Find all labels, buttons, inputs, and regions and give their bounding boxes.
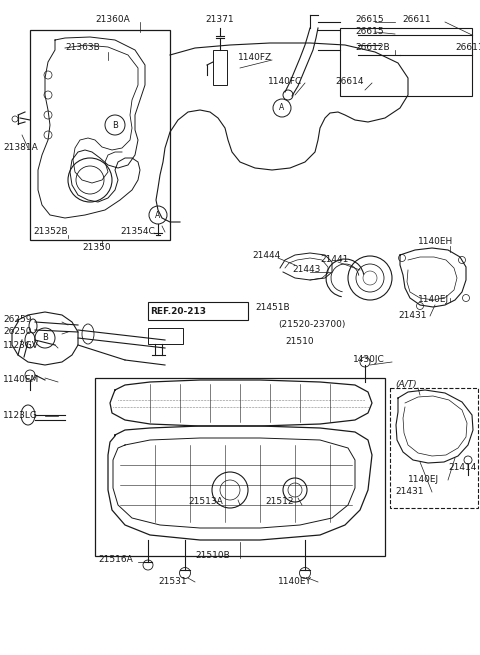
Text: (A/T): (A/T) xyxy=(395,381,417,390)
Text: 21443: 21443 xyxy=(292,265,320,274)
Text: (21520-23700): (21520-23700) xyxy=(278,320,346,329)
Text: 1123LG: 1123LG xyxy=(3,411,38,419)
Text: 26612B: 26612B xyxy=(355,43,390,52)
Text: 1140EM: 1140EM xyxy=(3,375,39,384)
Text: 21531: 21531 xyxy=(158,578,187,586)
Bar xyxy=(340,28,472,96)
Text: 21516A: 21516A xyxy=(98,555,133,565)
Text: 21441: 21441 xyxy=(320,255,348,265)
Bar xyxy=(148,328,183,344)
Text: 26614: 26614 xyxy=(335,77,363,86)
Text: 1140EH: 1140EH xyxy=(418,238,453,246)
Text: 21352B: 21352B xyxy=(33,227,68,236)
Text: 1430JC: 1430JC xyxy=(353,356,385,364)
Text: A: A xyxy=(156,210,161,219)
Text: 21510B: 21510B xyxy=(195,550,230,559)
Text: 21354C: 21354C xyxy=(120,227,155,236)
Text: A: A xyxy=(279,103,285,113)
Text: 1123GV: 1123GV xyxy=(3,341,39,350)
Text: 21350: 21350 xyxy=(82,244,110,252)
Bar xyxy=(148,302,248,320)
Text: 21444: 21444 xyxy=(252,250,280,259)
Text: 26250: 26250 xyxy=(3,328,32,337)
Text: 26611A: 26611A xyxy=(455,43,480,52)
Text: 21431: 21431 xyxy=(398,310,427,320)
Text: 21363B: 21363B xyxy=(65,43,100,52)
Text: 21512: 21512 xyxy=(265,498,293,506)
Text: 21360A: 21360A xyxy=(95,16,130,24)
Text: 1140EJ: 1140EJ xyxy=(418,295,449,305)
Text: 21381A: 21381A xyxy=(3,143,38,153)
Text: 21414: 21414 xyxy=(448,464,476,472)
Text: B: B xyxy=(42,333,48,343)
Text: 21513A: 21513A xyxy=(188,498,223,506)
Text: REF.20-213: REF.20-213 xyxy=(150,307,206,316)
Text: 21451B: 21451B xyxy=(255,303,289,312)
Text: 1140FC: 1140FC xyxy=(268,77,302,86)
Bar xyxy=(213,50,227,85)
Text: 26259: 26259 xyxy=(3,316,32,324)
Text: 1140EJ: 1140EJ xyxy=(408,476,439,485)
Text: 26615: 26615 xyxy=(355,28,384,37)
Text: 1140EY: 1140EY xyxy=(278,578,312,586)
Text: 21371: 21371 xyxy=(205,16,234,24)
Text: B: B xyxy=(112,121,118,130)
Text: 26611: 26611 xyxy=(402,16,431,24)
Text: 21510: 21510 xyxy=(285,337,313,346)
Text: 21431: 21431 xyxy=(395,487,423,496)
Text: 1140FZ: 1140FZ xyxy=(238,54,272,62)
Bar xyxy=(95,378,385,556)
Bar xyxy=(30,30,170,240)
Bar xyxy=(390,388,478,508)
Text: 26615: 26615 xyxy=(355,16,384,24)
